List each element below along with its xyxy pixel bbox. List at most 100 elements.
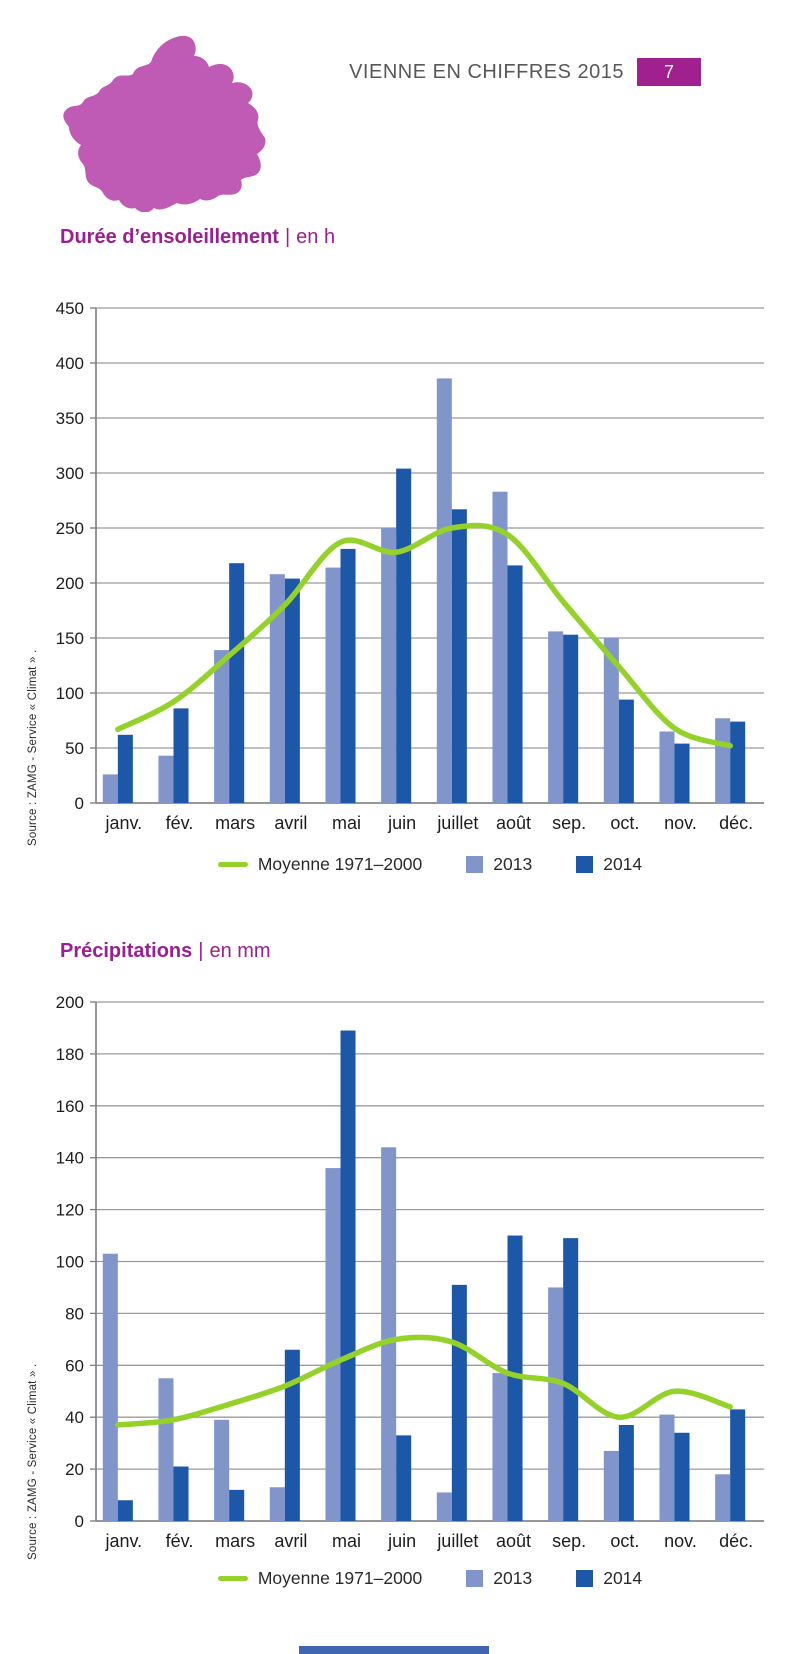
bar-2014-août <box>507 1235 523 1521</box>
x-tick-label: juillet <box>436 1531 478 1551</box>
y-tick-label: 350 <box>56 409 84 428</box>
bar-2013-janv. <box>102 1253 118 1521</box>
bar-2013-fév. <box>158 755 174 803</box>
bar-2013-juillet <box>436 378 452 803</box>
bar-2013-juin <box>381 1147 397 1521</box>
x-tick-label: janv. <box>104 813 142 833</box>
y-tick-label: 100 <box>56 1253 84 1272</box>
y-tick-label: 100 <box>56 684 84 703</box>
bar-2013-janv. <box>102 774 118 803</box>
bar-2014-juin <box>396 468 412 803</box>
vienna-map <box>55 30 270 213</box>
precipitation-chart: 0 20 40 60 80 100 120 140 160 180 200 janv. fév. mars… <box>56 993 764 1551</box>
page-title: VIENNE EN CHIFFRES 2015 <box>349 60 624 83</box>
chart1-unit-label: en h <box>296 226 336 248</box>
x-tick-label: oct. <box>610 813 639 833</box>
x-tick-label: août <box>496 1531 531 1551</box>
bar-2013-mars <box>214 650 230 803</box>
series-2014-swatch <box>576 856 594 873</box>
x-tick-label: avril <box>274 813 307 833</box>
chart1-title: Durée d’ensoleillement | en h <box>60 226 335 249</box>
bar-2014-oct. <box>618 699 634 803</box>
y-tick-label: 80 <box>65 1304 84 1323</box>
x-tick-label: mai <box>332 813 361 833</box>
legend-item-2013: 2013 <box>466 854 532 875</box>
x-tick-label: juin <box>387 813 416 833</box>
bar-2013-juillet <box>436 1492 452 1521</box>
legend-label-2013: 2013 <box>493 854 533 874</box>
bar-2014-sep. <box>563 1238 579 1521</box>
x-tick-label: fév. <box>166 813 194 833</box>
bar-2014-avril <box>284 1349 300 1521</box>
bar-2013-déc. <box>715 1474 731 1521</box>
legend-label-2014: 2014 <box>603 854 643 874</box>
x-tick-label: sep. <box>552 1531 586 1551</box>
mean-line <box>115 522 733 749</box>
sunshine-chart: 0 50 100 150 200 250 300 350 400 450 janv. fév. mars… <box>56 299 764 833</box>
bar-2013-juin <box>381 528 397 803</box>
footer-element-cutoff <box>299 1646 489 1654</box>
series-2013-swatch <box>466 856 484 873</box>
bar-2013-sep. <box>548 631 564 803</box>
bar-2013-nov. <box>659 731 675 803</box>
series-2013-swatch <box>466 1570 484 1587</box>
y-tick-label: 450 <box>56 299 84 318</box>
y-tick-label: 140 <box>56 1149 84 1168</box>
mean-line <box>115 1334 733 1428</box>
bar-2013-sep. <box>548 1287 564 1521</box>
y-tick-label: 250 <box>56 519 84 538</box>
y-tick-label: 160 <box>56 1097 84 1116</box>
chart1-legend: Moyenne 1971–2000 2013 2014 <box>96 854 764 875</box>
chart1-title-text: Durée d’ensoleillement <box>60 226 279 248</box>
bar-2014-mai <box>340 548 356 803</box>
legend-label-mean: Moyenne 1971–2000 <box>257 854 423 874</box>
x-tick-label: nov. <box>664 813 697 833</box>
y-tick-label: 20 <box>65 1460 84 1479</box>
y-tick-label: 200 <box>56 993 84 1012</box>
x-tick-label: août <box>496 813 531 833</box>
series-2014-swatch <box>576 1570 594 1587</box>
y-tick-label: 0 <box>75 794 84 813</box>
bar-2014-mai <box>340 1030 356 1521</box>
legend-label-2013: 2013 <box>493 1568 533 1588</box>
y-tick-label: 40 <box>65 1408 84 1427</box>
y-tick-label: 400 <box>56 354 84 373</box>
bar-2014-sep. <box>563 634 579 803</box>
chart2-title: Précipitations | en mm <box>60 940 271 963</box>
bar-2013-fév. <box>158 1378 174 1521</box>
x-tick-label: déc. <box>719 1531 753 1551</box>
y-tick-label: 180 <box>56 1045 84 1064</box>
bar-2013-nov. <box>659 1414 675 1521</box>
legend-item-2014: 2014 <box>576 1568 642 1589</box>
x-tick-label: avril <box>274 1531 307 1551</box>
x-tick-label: juin <box>387 1531 416 1551</box>
y-tick-label: 200 <box>56 574 84 593</box>
x-tick-label: sep. <box>552 813 586 833</box>
x-tick-label: oct. <box>610 1531 639 1551</box>
bar-2013-déc. <box>715 718 731 803</box>
bar-2013-avril <box>269 574 285 803</box>
vienna-outline <box>63 35 266 213</box>
bar-2014-nov. <box>674 743 690 803</box>
bar-2014-juin <box>396 1435 412 1521</box>
x-tick-label: déc. <box>719 813 753 833</box>
legend-label-2014: 2014 <box>603 1568 643 1588</box>
bar-2014-janv. <box>117 1500 133 1521</box>
mean-line-swatch <box>217 862 248 867</box>
bar-2014-déc. <box>730 1409 746 1521</box>
page-number-badge: 7 <box>637 58 701 86</box>
x-tick-label: mai <box>332 1531 361 1551</box>
bar-2014-fév. <box>173 708 189 803</box>
bar-2014-déc. <box>730 721 746 803</box>
y-tick-label: 150 <box>56 629 84 648</box>
y-tick-label: 300 <box>56 464 84 483</box>
x-tick-label: mars <box>215 813 255 833</box>
bar-2013-août <box>492 491 508 803</box>
bar-2013-août <box>492 1373 508 1521</box>
y-tick-label: 50 <box>65 739 84 758</box>
mean-line-swatch <box>217 1576 248 1581</box>
bar-2013-mai <box>325 1168 341 1521</box>
bar-2014-avril <box>284 578 300 803</box>
legend-item-mean: Moyenne 1971–2000 <box>217 1568 422 1589</box>
bar-2013-mars <box>214 1419 230 1521</box>
